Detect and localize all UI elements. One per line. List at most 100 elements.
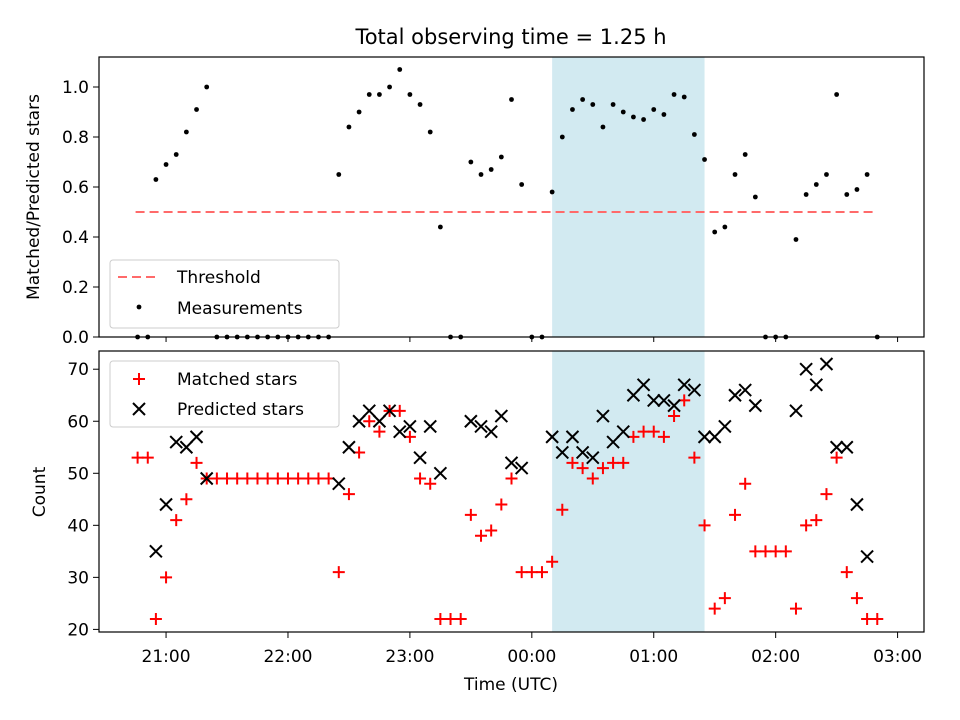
predicted-star-marker (799, 362, 813, 376)
measurement-point (397, 67, 403, 72)
matched-star-marker (871, 612, 884, 625)
matched-star-marker (414, 472, 427, 485)
y-tick-label: 1.0 (62, 78, 89, 98)
measurement-point (559, 134, 565, 140)
measurement-point (600, 124, 606, 130)
predicted-star-marker (189, 430, 204, 444)
predicted-star-marker (423, 419, 437, 434)
y-tick-label: 0.8 (62, 128, 89, 148)
x-tick-label: 21:00 (142, 647, 191, 667)
top-legend: Threshold Measurements (109, 259, 340, 329)
matched-star-marker (180, 493, 193, 506)
predicted-star-marker (707, 430, 722, 444)
predicted-star-marker (342, 440, 356, 454)
matched-star-marker (586, 472, 599, 485)
y-tick-label: 70 (67, 360, 89, 380)
matched-star-marker (749, 545, 762, 558)
measurement-point (437, 224, 443, 230)
bottom-plot-frame (98, 350, 925, 633)
matched-star-marker (515, 566, 528, 579)
measurement-point (173, 152, 179, 157)
matched-star-marker (607, 456, 620, 469)
measurement-point (498, 154, 504, 160)
matched-star-marker (810, 514, 823, 527)
matched-star-marker (141, 451, 154, 464)
predicted-star-marker (372, 414, 387, 428)
predicted-star-marker (474, 419, 488, 434)
y-tick-label: 20 (67, 620, 89, 640)
measurement-point (742, 152, 748, 157)
measurement-point (702, 157, 707, 162)
matched-star-marker (647, 425, 660, 438)
predicted-star-marker (667, 398, 681, 413)
measurement-point (417, 102, 423, 107)
predicted-star-marker (494, 409, 509, 423)
matched-star-marker (800, 519, 813, 532)
measurement-point (183, 129, 189, 135)
measurement-point (813, 182, 819, 187)
measurement-point (590, 102, 596, 107)
measurement-point (194, 107, 199, 112)
measurement-point (336, 172, 342, 177)
matched-star-marker (505, 472, 518, 485)
y-tick-label: 60 (67, 412, 89, 432)
predicted-legend-swatch (132, 402, 146, 416)
matched-legend-label: Matched stars (177, 370, 297, 390)
bottom-panel: 20 30 40 50 60 70 21:00 22:00 23:00 00:00 01:00 02… (30, 350, 925, 695)
predicted-star-marker (657, 393, 671, 408)
predicted-star-marker (332, 476, 346, 491)
x-tick-label: 22:00 (263, 647, 312, 667)
matched-star-marker (576, 462, 589, 475)
measurement-point (824, 172, 829, 177)
predicted-star-marker (860, 549, 874, 564)
measurement-point (712, 229, 718, 235)
matched-star-marker (495, 498, 508, 511)
predicted-star-marker (728, 388, 742, 402)
matched-star-marker (424, 477, 437, 490)
y-tick-label: 50 (67, 464, 89, 484)
measurement-point (722, 224, 728, 230)
matched-star-marker (170, 514, 183, 527)
predicted-star-marker (626, 388, 641, 402)
matched-star-marker (160, 571, 173, 584)
measurement-point (651, 107, 657, 112)
matched-star-marker (292, 472, 305, 485)
matched-star-marker (485, 524, 498, 537)
measurement-point (427, 129, 433, 135)
bottom-legend-box (109, 360, 340, 428)
chart-title: Total observing time = 1.25 h (354, 25, 666, 49)
matched-star-marker (759, 545, 772, 558)
predicted-star-marker (586, 450, 600, 465)
matched-star-marker (464, 508, 477, 521)
threshold-legend-label: Threshold (176, 268, 261, 288)
predicted-star-marker (738, 383, 752, 397)
matched-star-marker (525, 566, 538, 579)
predicted-star-marker (596, 409, 610, 423)
predicted-star-marker (555, 445, 570, 460)
x-tick-label: 23:00 (385, 647, 434, 667)
matched-star-marker (718, 592, 731, 605)
predicted-star-marker (687, 383, 702, 397)
measurement-point (854, 187, 860, 192)
predicted-star-marker (403, 419, 417, 434)
predicted-star-marker (697, 430, 712, 444)
matched-star-marker (850, 592, 863, 605)
measurement-point (478, 172, 484, 177)
y-tick-label: 0.4 (62, 228, 89, 248)
measurements-legend-swatch (136, 304, 142, 310)
matched-star-marker (210, 472, 223, 485)
matched-star-marker (149, 612, 162, 625)
top-plot-frame (98, 56, 925, 338)
measurement-point (681, 94, 687, 100)
measurement-point (163, 162, 169, 167)
y-tick-label: 40 (67, 516, 89, 536)
matched-star-marker (342, 488, 355, 501)
predicted-star-marker (606, 435, 620, 449)
predicted-star-marker (149, 544, 163, 559)
matched-star-marker (739, 477, 752, 490)
matched-star-marker (657, 430, 670, 443)
matched-star-marker (820, 488, 833, 501)
matched-star-marker (373, 425, 386, 438)
matched-star-marker (312, 472, 325, 485)
predicted-star-marker (484, 424, 498, 439)
